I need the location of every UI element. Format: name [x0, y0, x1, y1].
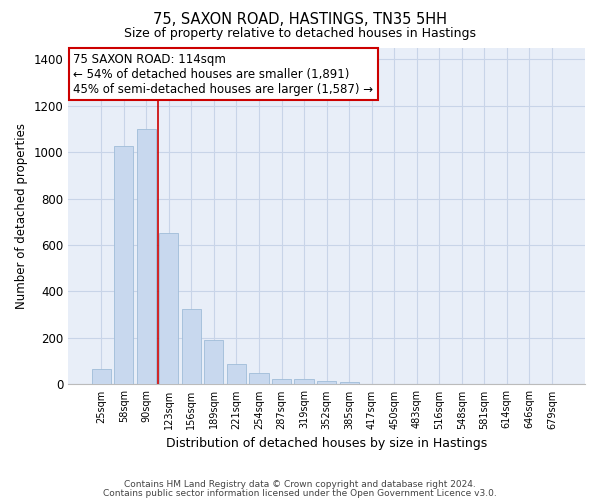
Bar	[159, 234, 178, 384]
Bar	[92, 370, 111, 384]
Bar	[205, 340, 223, 384]
Text: 75 SAXON ROAD: 114sqm
← 54% of detached houses are smaller (1,891)
45% of semi-d: 75 SAXON ROAD: 114sqm ← 54% of detached …	[73, 52, 373, 96]
Bar	[340, 382, 359, 384]
Bar	[182, 309, 201, 384]
Y-axis label: Number of detached properties: Number of detached properties	[15, 123, 28, 309]
Bar	[137, 129, 156, 384]
Bar	[114, 146, 133, 384]
Bar	[250, 374, 269, 384]
Text: Size of property relative to detached houses in Hastings: Size of property relative to detached ho…	[124, 28, 476, 40]
Bar	[317, 381, 336, 384]
Bar	[227, 364, 246, 384]
X-axis label: Distribution of detached houses by size in Hastings: Distribution of detached houses by size …	[166, 437, 487, 450]
Text: Contains public sector information licensed under the Open Government Licence v3: Contains public sector information licen…	[103, 488, 497, 498]
Bar	[295, 380, 314, 384]
Bar	[272, 378, 291, 384]
Text: Contains HM Land Registry data © Crown copyright and database right 2024.: Contains HM Land Registry data © Crown c…	[124, 480, 476, 489]
Text: 75, SAXON ROAD, HASTINGS, TN35 5HH: 75, SAXON ROAD, HASTINGS, TN35 5HH	[153, 12, 447, 28]
